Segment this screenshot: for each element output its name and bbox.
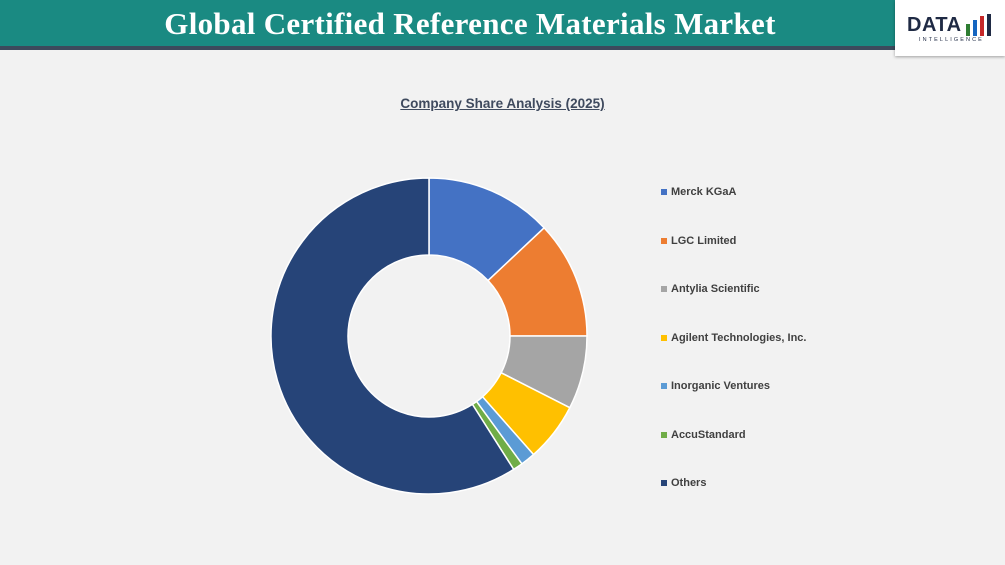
legend-label: AccuStandard: [671, 428, 746, 441]
legend-swatch: [661, 237, 667, 244]
legend-swatch: [661, 334, 667, 341]
legend-label: Agilent Technologies, Inc.: [671, 331, 807, 344]
legend-label: Merck KGaA: [671, 186, 737, 198]
page-title: Global Certified Reference Materials Mar…: [164, 6, 776, 41]
legend-swatch: [661, 431, 667, 438]
logo-bars-icon: [966, 14, 991, 36]
donut-slice-others: [270, 177, 515, 495]
logo-bar-2: [973, 20, 977, 36]
legend-label: Others: [671, 477, 707, 489]
logo-bar-3: [980, 16, 984, 36]
logo-bar-4: [987, 14, 991, 36]
legend-label: LGC Limited: [671, 234, 737, 247]
legend-swatch: [661, 286, 667, 292]
logo-subtitle: INTELLIGENCE: [919, 37, 984, 43]
chart-title: Company Share Analysis (2025): [400, 96, 605, 111]
legend-label: Antylia Scientific: [671, 283, 760, 295]
title-banner: Global Certified Reference Materials Mar…: [0, 0, 895, 50]
company-logo: DATA INTELLIGENCE: [895, 0, 1005, 56]
legend-swatch: [661, 383, 667, 389]
legend-swatch: [661, 480, 667, 486]
legend-label: Inorganic Ventures: [671, 380, 771, 392]
legend-swatch: [661, 189, 667, 195]
logo-bar-1: [966, 24, 970, 36]
logo-word: DATA: [907, 14, 962, 36]
